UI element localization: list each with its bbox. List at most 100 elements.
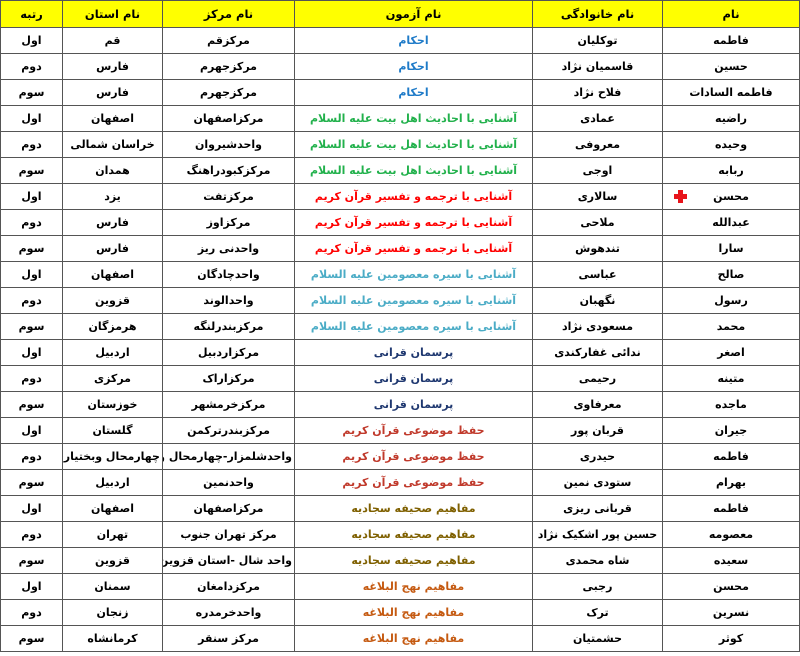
province-text: همدان [95, 164, 130, 177]
family-text: ستودی نمین [563, 476, 632, 489]
cell-province: تهران [62, 521, 163, 548]
cell-exam: مفاهیم صحیفه سجادیه [294, 547, 533, 574]
province-text: سمنان [94, 580, 131, 593]
center-text: مرکزدامغان [197, 580, 260, 593]
table-row: محمد مسعودی نژاد آشنایی با سیره معصومین عل… [0, 313, 800, 340]
family-text: فلاح نژاد [573, 86, 622, 99]
cell-name: فاطمه [662, 443, 800, 470]
cell-province: گلستان [62, 417, 163, 444]
table-row: فاطمه قربانی ریزی مفاهیم صحیفه سجادیه مرکزا… [0, 495, 800, 522]
table-row: راضیه عمادی آشنایی با احادیث اهل بیت علیه … [0, 105, 800, 132]
exam-text: مفاهیم صحیفه سجادیه [351, 528, 476, 541]
cell-exam: مفاهیم صحیفه سجادیه [294, 521, 533, 548]
name-text: فاطمه [713, 450, 749, 463]
center-text: مرکزاراک [202, 372, 255, 385]
exam-text: آشنایی با ترجمه و تفسیر قرآن کریم [314, 190, 513, 203]
cell-province: فارس [62, 235, 163, 262]
cell-exam: مفاهیم صحیفه سجادیه [294, 495, 533, 522]
table-row: کوثر حشمتیان مفاهیم نهج البلاغه مرکز سنقر کر… [0, 625, 800, 652]
cell-province: اصفهان [62, 495, 163, 522]
cell-name: جیران [662, 417, 800, 444]
name-text: وحیده [714, 138, 748, 151]
province-text: هرمزگان [88, 320, 137, 333]
name-text: عبدالله [712, 216, 750, 229]
cell-rank: اول [0, 105, 63, 132]
province-text: فارس [96, 86, 129, 99]
center-text: مرکزبندرترکمن [187, 424, 270, 437]
center-text: مرکزاصفهان [193, 502, 264, 515]
cell-rank: اول [0, 27, 63, 54]
cell-rank: اول [0, 261, 63, 288]
cell-family: نگهبان [532, 287, 663, 314]
center-text: مرکزقم [207, 34, 250, 47]
cell-rank: دوم [0, 521, 63, 548]
cell-province: همدان [62, 157, 163, 184]
rank-text: دوم [21, 294, 42, 307]
table-row: حسین قاسمیان نژاد احکام مرکزجهرم فارس دوم [0, 53, 800, 80]
cell-name: بهرام [662, 469, 800, 496]
exam-text: حفظ موضوعی قرآن کریم [342, 450, 485, 463]
exam-text: آشنایی با احادیث اهل بیت علیه السلام [309, 164, 518, 177]
rank-text: دوم [21, 528, 42, 541]
center-text: مرکزاصفهان [193, 112, 264, 125]
cell-rank: سوم [0, 391, 63, 418]
cell-family: ترک [532, 599, 663, 626]
name-text: محسن [713, 190, 749, 203]
province-text: گلستان [92, 424, 133, 437]
cell-center: مرکزدامغان [162, 573, 295, 600]
rank-text: دوم [21, 138, 42, 151]
table-row: معصومه حسین پور اشکیک نژاد مفاهیم صحیفه سج… [0, 521, 800, 548]
cell-rank: سوم [0, 469, 63, 496]
cell-center: واحدخرمدره [162, 599, 295, 626]
province-text: اردبیل [95, 346, 130, 359]
cell-exam: پرسمان قرانی [294, 391, 533, 418]
cell-center: واحد شال -استان قزوین [162, 547, 295, 574]
cell-exam: آشنایی با سیره معصومین علیه السلام [294, 287, 533, 314]
cell-province: خراسان شمالی [62, 131, 163, 158]
table-row: فاطمه حیدری حفظ موضوعی قرآن کریم واحدشلمزار… [0, 443, 800, 470]
province-text: تهران [96, 528, 129, 541]
rank-text: اول [21, 112, 42, 125]
cell-exam: آشنایی با ترجمه و تفسیر قرآن کریم [294, 235, 533, 262]
exam-text: احکام [398, 86, 429, 99]
name-text: حسین [714, 60, 748, 73]
center-text: واحدنی ریز [197, 242, 260, 255]
center-text: مرکزبندرلنگه [193, 320, 264, 333]
province-text: یزد [104, 190, 121, 203]
cell-rank: اول [0, 339, 63, 366]
cell-province: فارس [62, 209, 163, 236]
province-text: خراسان شمالی [70, 138, 155, 151]
center-text: مرکزجهرم [200, 86, 257, 99]
cell-family: معرفاوی [532, 391, 663, 418]
cell-center: مرکز سنقر [162, 625, 295, 652]
cell-exam: مفاهیم نهج البلاغه [294, 573, 533, 600]
exam-text: حفظ موضوعی قرآن کریم [342, 424, 485, 437]
center-text: مرکز تهران جنوب [180, 528, 277, 541]
province-text: خوزستان [87, 398, 138, 411]
cell-name: کوثر [662, 625, 800, 652]
cell-province: فارس [62, 53, 163, 80]
name-text: اصغر [717, 346, 745, 359]
province-text: مرکزی [94, 372, 131, 385]
cell-center: واحدنمین [162, 469, 295, 496]
cell-name: راضیه [662, 105, 800, 132]
cell-rank: سوم [0, 79, 63, 106]
cell-family: ندائی غفارکندی [532, 339, 663, 366]
table-row: صالح عباسی آشنایی با سیره معصومین علیه الس… [0, 261, 800, 288]
cell-center: واحدچادگان [162, 261, 295, 288]
cell-family: قاسمیان نژاد [532, 53, 663, 80]
name-text: معصومه [708, 528, 754, 541]
province-text: قزوین [95, 554, 130, 567]
table-row: ربابه اوجی آشنایی با احادیث اهل بیت علیه ا… [0, 157, 800, 184]
cell-exam: احکام [294, 27, 533, 54]
cell-name: محسن [662, 573, 800, 600]
center-text: واحدخرمدره [195, 606, 262, 619]
cell-family: عباسی [532, 261, 663, 288]
center-text: واحد شال -استان قزوین [162, 554, 293, 567]
name-text: متینه [717, 372, 745, 385]
family-text: اوجی [582, 164, 613, 177]
rank-text: دوم [21, 606, 42, 619]
cell-name: اصغر [662, 339, 800, 366]
cell-exam: آشنایی با سیره معصومین علیه السلام [294, 313, 533, 340]
cell-province: هرمزگان [62, 313, 163, 340]
